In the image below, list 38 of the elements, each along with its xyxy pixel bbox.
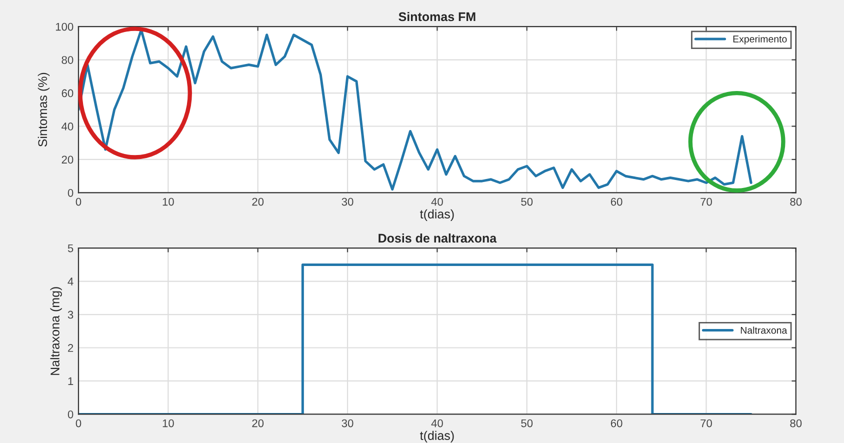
legend-label: Experimento <box>733 35 787 44</box>
x-axis-title: t(dias) <box>420 430 454 442</box>
x-tick-label: 20 <box>252 198 264 206</box>
x-tick-label: 10 <box>162 198 174 206</box>
y-tick-label: 80 <box>62 56 74 64</box>
y-tick-label: 5 <box>68 244 74 252</box>
y-axis-title: Sintomas (%) <box>38 72 50 147</box>
x-tick-label: 60 <box>610 198 622 206</box>
x-tick-label: 50 <box>521 419 533 428</box>
x-tick-label: 70 <box>700 419 712 428</box>
x-tick-label: 0 <box>76 419 82 428</box>
legend-label: Naltraxona <box>740 326 788 334</box>
x-tick-label: 50 <box>521 198 533 206</box>
x-axis-title: t(dias) <box>420 209 454 221</box>
x-tick-label: 20 <box>252 419 264 428</box>
x-tick-label: 80 <box>790 419 802 428</box>
x-tick-label: 60 <box>610 419 622 428</box>
chart-title: Sintomas FM <box>398 12 476 22</box>
x-tick-label: 30 <box>342 419 354 428</box>
chart-title: Dosis de naltraxona <box>378 233 497 243</box>
x-tick-label: 70 <box>700 198 712 206</box>
y-tick-label: 3 <box>68 310 74 319</box>
y-tick-label: 1 <box>68 377 74 386</box>
y-tick-label: 60 <box>62 89 74 98</box>
y-tick-label: 0 <box>68 188 74 197</box>
y-tick-label: 40 <box>62 122 74 130</box>
y-tick-label: 2 <box>68 344 74 352</box>
y-tick-label: 20 <box>62 156 74 164</box>
x-tick-label: 80 <box>790 198 802 206</box>
y-tick-label: 100 <box>56 22 74 31</box>
x-tick-label: 10 <box>162 419 174 428</box>
x-tick-label: 0 <box>76 198 82 206</box>
x-tick-label: 40 <box>431 419 443 428</box>
x-tick-label: 40 <box>431 198 443 206</box>
y-axis-title: Naltraxona (mg) <box>50 287 62 375</box>
y-tick-label: 4 <box>68 278 74 286</box>
x-tick-label: 30 <box>342 198 354 206</box>
y-tick-label: 0 <box>68 410 74 418</box>
